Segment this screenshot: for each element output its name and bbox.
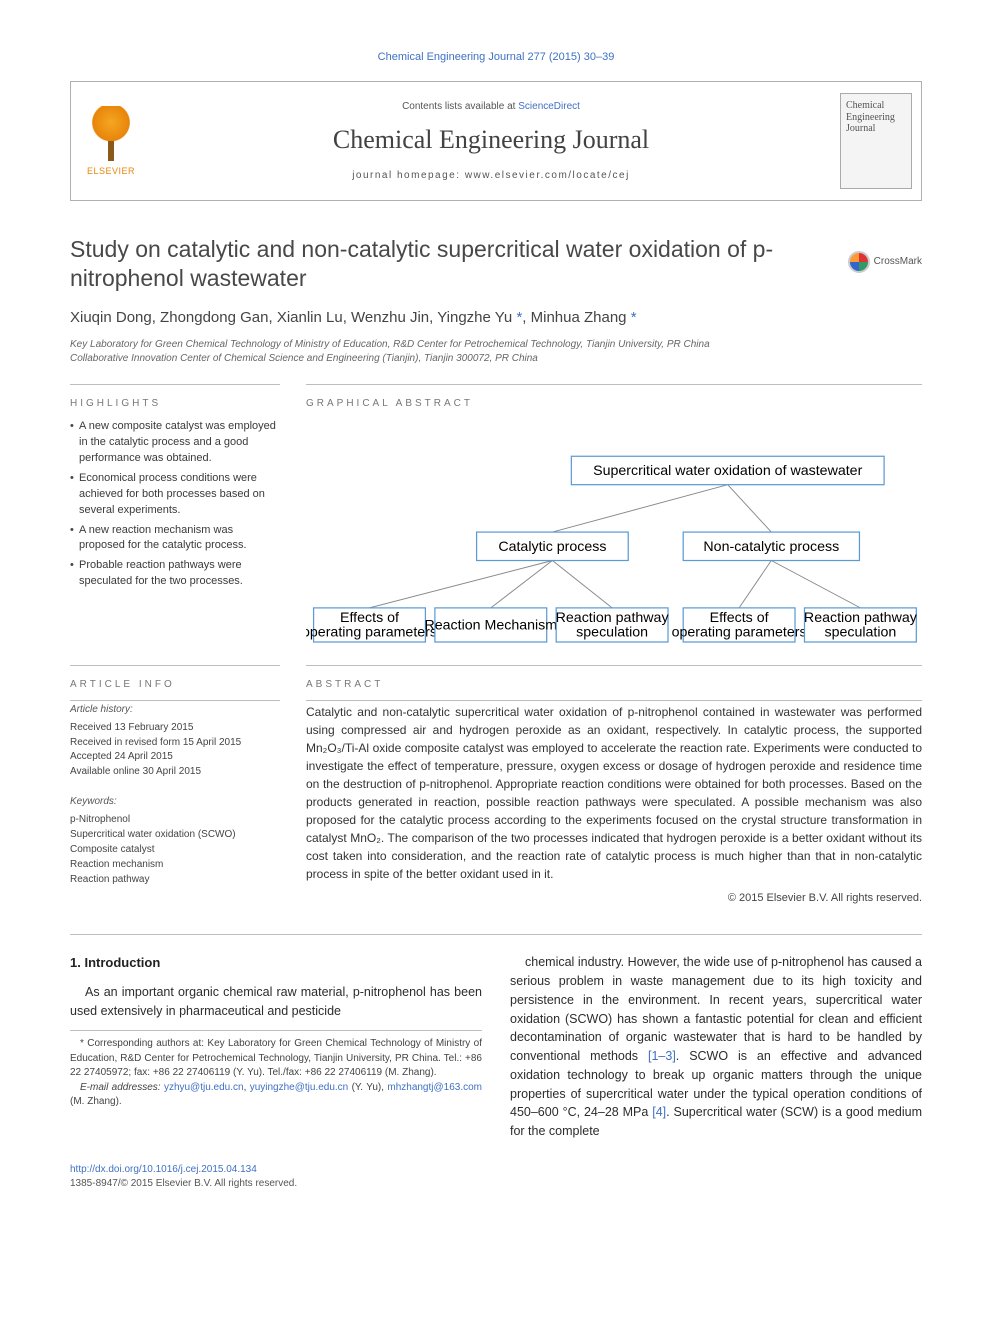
keywords-list: p-Nitrophenol Supercritical water oxidat… [70, 812, 280, 887]
crossmark-icon [848, 251, 870, 273]
keywords-block: Keywords: p-Nitrophenol Supercritical wa… [70, 795, 280, 887]
elsevier-logo: ELSEVIER [71, 82, 151, 200]
affiliation-line: Collaborative Innovation Center of Chemi… [70, 352, 922, 366]
authors-text: Xiuqin Dong, Zhongdong Gan, Xianlin Lu, … [70, 309, 637, 326]
email-label: E-mail addresses: [80, 1082, 161, 1093]
keyword: Composite catalyst [70, 842, 280, 857]
keywords-head: Keywords: [70, 795, 280, 809]
homepage-prefix: journal homepage: [352, 170, 465, 181]
article-info-column: ARTICLE INFO Article history: Received 1… [70, 665, 280, 906]
contents-prefix: Contents lists available at [402, 101, 518, 112]
article-info: Article history: Received 13 February 20… [70, 703, 280, 887]
intro-heading: 1. Introduction [70, 953, 482, 973]
keyword: Reaction mechanism [70, 857, 280, 872]
svg-text:operating parameters: operating parameters [672, 624, 807, 640]
history-line: Available online 30 April 2015 [70, 765, 280, 780]
graphical-abstract-diagram: Supercritical water oxidation of wastewa… [306, 425, 922, 660]
email-link[interactable]: yuyingzhe@tju.edu.cn [250, 1082, 349, 1093]
issn-line: 1385-8947/© 2015 Elsevier B.V. All right… [70, 1177, 922, 1191]
highlights-list: A new composite catalyst was employed in… [70, 419, 280, 590]
article-title: Study on catalytic and non-catalytic sup… [70, 235, 790, 293]
email-footnote: E-mail addresses: yzhyu@tju.edu.cn, yuyi… [70, 1081, 482, 1110]
highlight-item: A new composite catalyst was employed in… [70, 419, 280, 467]
history-line: Received 13 February 2015 [70, 721, 280, 736]
graphical-abstract: Supercritical water oxidation of wastewa… [306, 419, 922, 665]
footnotes: * Corresponding authors at: Key Laborato… [70, 1030, 482, 1110]
svg-text:Non-catalytic process: Non-catalytic process [703, 539, 839, 555]
history-lines: Received 13 February 2015 Received in re… [70, 721, 280, 779]
introduction-block: 1. Introduction As an important organic … [70, 934, 922, 1141]
journal-header: ELSEVIER Contents lists available at Sci… [70, 81, 922, 201]
svg-text:Catalytic process: Catalytic process [498, 539, 606, 555]
abstract-label: ABSTRACT [306, 665, 922, 700]
upper-two-column: HIGHLIGHTS A new composite catalyst was … [70, 384, 922, 665]
intro-paragraph: chemical industry. However, the wide use… [510, 953, 922, 1141]
authors: Xiuqin Dong, Zhongdong Gan, Xianlin Lu, … [70, 307, 922, 328]
elsevier-tree-icon [86, 106, 136, 161]
homepage-url[interactable]: www.elsevier.com/locate/cej [465, 170, 630, 181]
corr-mark: * [516, 309, 522, 326]
history-line: Received in revised form 15 April 2015 [70, 736, 280, 751]
keyword: p-Nitrophenol [70, 812, 280, 827]
header-center: Contents lists available at ScienceDirec… [151, 82, 831, 200]
doi-link[interactable]: http://dx.doi.org/10.1016/j.cej.2015.04.… [70, 1163, 922, 1177]
history-line: Accepted 24 April 2015 [70, 750, 280, 765]
contents-line: Contents lists available at ScienceDirec… [402, 100, 580, 114]
divider [70, 934, 922, 935]
corr-footnote: * Corresponding authors at: Key Laborato… [70, 1037, 482, 1081]
email-link[interactable]: mhzhangtj@163.com [387, 1082, 482, 1093]
abstract-text: Catalytic and non-catalytic supercritica… [306, 703, 922, 883]
graphical-abstract-label: GRAPHICAL ABSTRACT [306, 384, 922, 419]
right-column: GRAPHICAL ABSTRACT Supercritical water o… [306, 384, 922, 665]
keyword: Supercritical water oxidation (SCWO) [70, 827, 280, 842]
homepage-line: journal homepage: www.elsevier.com/locat… [352, 169, 630, 183]
history-head: Article history: [70, 703, 280, 717]
divider [70, 700, 280, 701]
highlight-item: A new reaction mechanism was proposed fo… [70, 523, 280, 555]
ref-link[interactable]: [4] [652, 1105, 666, 1119]
highlight-item: Probable reaction pathways were speculat… [70, 558, 280, 590]
crossmark-label: CrossMark [874, 255, 922, 269]
svg-text:operating parameters: operating parameters [306, 624, 437, 640]
journal-name: Chemical Engineering Journal [333, 122, 649, 158]
svg-text:Reaction Mechanism: Reaction Mechanism [424, 618, 557, 634]
highlights-label: HIGHLIGHTS [70, 384, 280, 419]
email-name: (M. Zhang). [70, 1096, 122, 1107]
corr-mark: * [631, 309, 637, 326]
svg-text:speculation: speculation [576, 624, 648, 640]
ref-link[interactable]: [1–3] [648, 1049, 676, 1063]
svg-text:Supercritical water oxidation: Supercritical water oxidation of wastewa… [593, 463, 862, 479]
affiliation-line: Key Laboratory for Green Chemical Techno… [70, 338, 922, 352]
abstract-column: ABSTRACT Catalytic and non-catalytic sup… [306, 665, 922, 906]
intro-paragraph: As an important organic chemical raw mat… [70, 983, 482, 1021]
left-column: HIGHLIGHTS A new composite catalyst was … [70, 384, 280, 665]
journal-cover: Chemical Engineering Journal [831, 82, 921, 200]
divider [306, 700, 922, 701]
highlight-item: Economical process conditions were achie… [70, 471, 280, 519]
email-link[interactable]: yzhyu@tju.edu.cn [164, 1082, 244, 1093]
lower-two-column: ARTICLE INFO Article history: Received 1… [70, 665, 922, 906]
footer: http://dx.doi.org/10.1016/j.cej.2015.04.… [70, 1163, 922, 1191]
cover-thumbnail: Chemical Engineering Journal [840, 93, 912, 189]
svg-text:speculation: speculation [824, 624, 896, 640]
crossmark-badge[interactable]: CrossMark [848, 251, 922, 273]
citation: Chemical Engineering Journal 277 (2015) … [70, 50, 922, 65]
intro-columns: 1. Introduction As an important organic … [70, 953, 922, 1141]
affiliations: Key Laboratory for Green Chemical Techno… [70, 338, 922, 366]
keyword: Reaction pathway [70, 872, 280, 887]
elsevier-label: ELSEVIER [87, 165, 135, 178]
email-name: (Y. Yu), [348, 1082, 387, 1093]
copyright: © 2015 Elsevier B.V. All rights reserved… [306, 891, 922, 906]
intro-text: chemical industry. However, the wide use… [510, 955, 922, 1063]
sciencedirect-link[interactable]: ScienceDirect [518, 101, 580, 112]
article-info-label: ARTICLE INFO [70, 665, 280, 700]
